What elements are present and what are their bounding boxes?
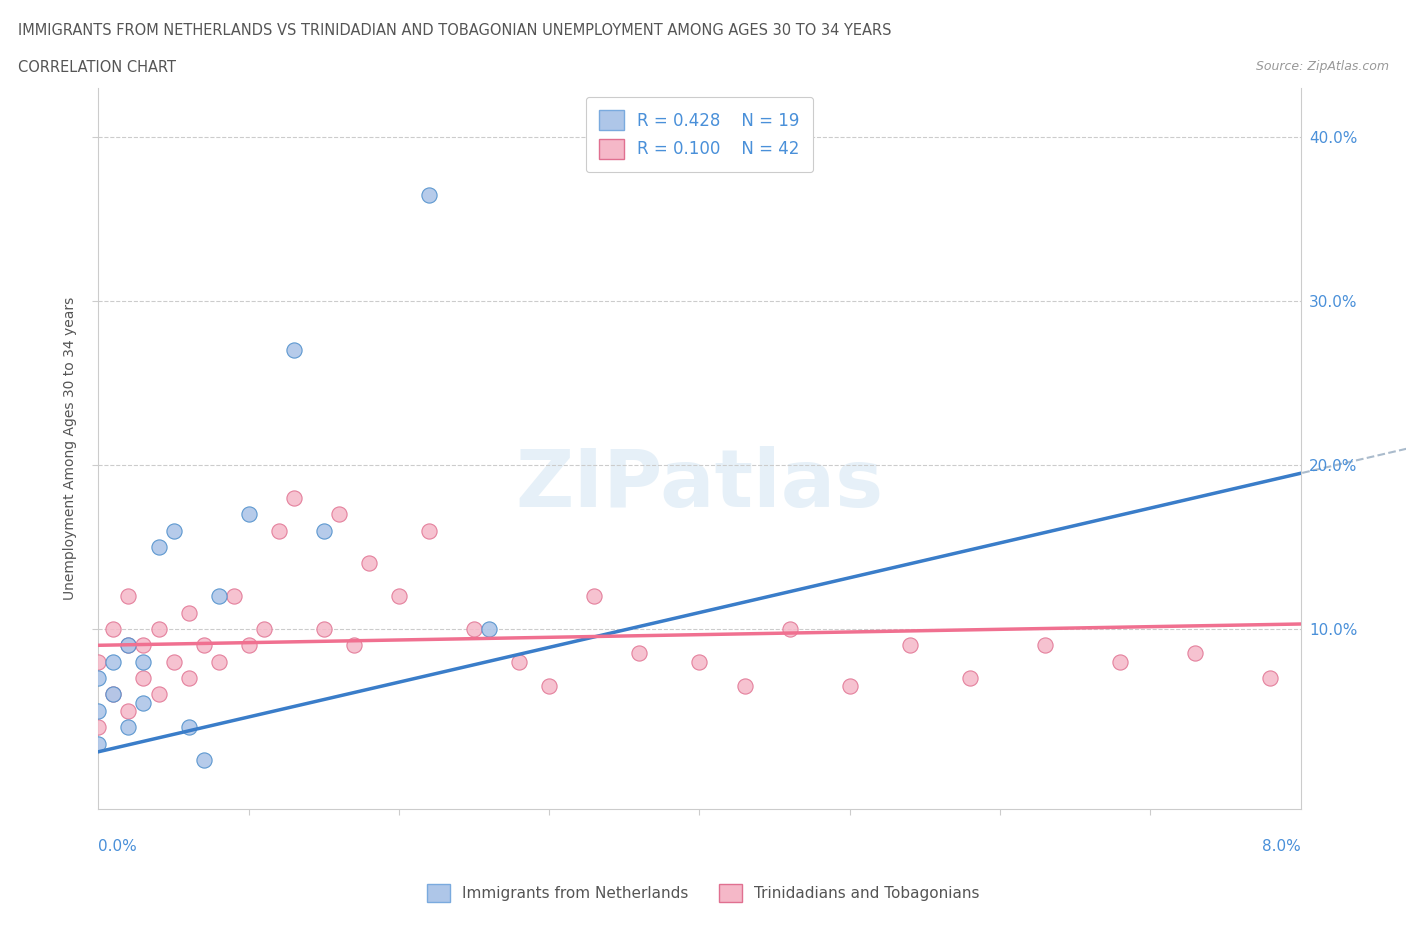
Point [148, 621, 170, 636]
Text: ZIPatlas: ZIPatlas [516, 445, 883, 524]
Point [253, 621, 276, 636]
Point [283, 343, 305, 358]
Point [418, 524, 440, 538]
Point [779, 621, 801, 636]
Point [87, 671, 110, 685]
Text: Source: ZipAtlas.com: Source: ZipAtlas.com [1256, 60, 1389, 73]
Point [463, 621, 485, 636]
Point [478, 621, 501, 636]
Point [177, 605, 200, 620]
Point [162, 654, 184, 669]
Point [328, 507, 350, 522]
Legend: R = 0.428    N = 19, R = 0.100    N = 42: R = 0.428 N = 19, R = 0.100 N = 42 [586, 97, 813, 172]
Point [312, 621, 335, 636]
Point [312, 524, 335, 538]
Point [208, 589, 231, 604]
Point [343, 638, 366, 653]
Point [838, 679, 860, 694]
Point [208, 654, 231, 669]
Point [388, 589, 411, 604]
Point [628, 646, 651, 661]
Point [222, 589, 245, 604]
Point [148, 687, 170, 702]
Point [148, 539, 170, 554]
Point [1184, 646, 1206, 661]
Point [193, 638, 215, 653]
Point [87, 654, 110, 669]
Point [898, 638, 921, 653]
Point [1260, 671, 1282, 685]
Point [87, 737, 110, 751]
Point [177, 720, 200, 735]
Text: IMMIGRANTS FROM NETHERLANDS VS TRINIDADIAN AND TOBAGONIAN UNEMPLOYMENT AMONG AGE: IMMIGRANTS FROM NETHERLANDS VS TRINIDADI… [18, 23, 891, 38]
Point [103, 621, 125, 636]
Point [103, 687, 125, 702]
Point [117, 720, 139, 735]
Legend: Immigrants from Netherlands, Trinidadians and Tobagonians: Immigrants from Netherlands, Trinidadian… [420, 878, 986, 909]
Point [87, 703, 110, 718]
Point [193, 752, 215, 767]
Point [283, 490, 305, 505]
Y-axis label: Unemployment Among Ages 30 to 34 years: Unemployment Among Ages 30 to 34 years [63, 297, 77, 601]
Point [132, 654, 155, 669]
Point [87, 720, 110, 735]
Point [508, 654, 530, 669]
Point [162, 524, 184, 538]
Point [959, 671, 981, 685]
Text: CORRELATION CHART: CORRELATION CHART [18, 60, 176, 75]
Point [1033, 638, 1056, 653]
Point [583, 589, 606, 604]
Point [538, 679, 561, 694]
Point [357, 556, 380, 571]
Point [132, 638, 155, 653]
Point [734, 679, 756, 694]
Point [267, 524, 290, 538]
Point [117, 589, 139, 604]
Point [132, 696, 155, 711]
Point [117, 703, 139, 718]
Point [103, 654, 125, 669]
Point [177, 671, 200, 685]
Point [117, 638, 139, 653]
Text: 8.0%: 8.0% [1261, 839, 1301, 854]
Point [418, 187, 440, 202]
Text: 0.0%: 0.0% [98, 839, 138, 854]
Point [132, 671, 155, 685]
Point [689, 654, 711, 669]
Point [1109, 654, 1132, 669]
Point [117, 638, 139, 653]
Point [238, 507, 260, 522]
Point [238, 638, 260, 653]
Point [103, 687, 125, 702]
